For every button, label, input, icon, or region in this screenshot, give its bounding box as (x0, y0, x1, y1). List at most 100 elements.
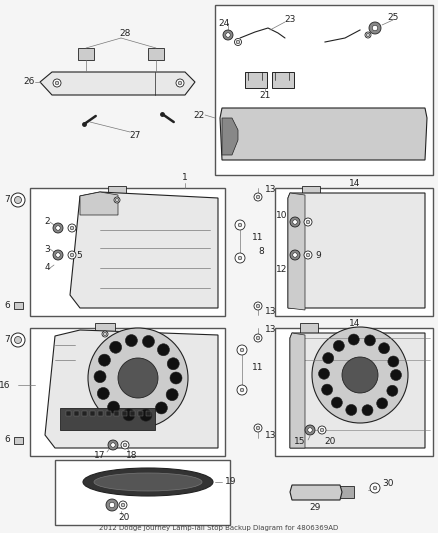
Circle shape (235, 253, 245, 263)
Text: 13: 13 (265, 431, 276, 440)
Text: 12: 12 (276, 265, 287, 274)
Polygon shape (290, 333, 305, 448)
Bar (146, 411, 151, 416)
Ellipse shape (83, 468, 213, 496)
Circle shape (125, 335, 138, 346)
Circle shape (157, 344, 170, 356)
Circle shape (110, 502, 115, 508)
Bar (66, 411, 71, 416)
Circle shape (236, 40, 240, 44)
Circle shape (346, 405, 357, 415)
Bar (148, 48, 164, 60)
Polygon shape (40, 72, 195, 95)
Circle shape (178, 81, 182, 85)
Text: 23: 23 (284, 15, 296, 25)
Circle shape (318, 368, 329, 379)
Bar (78, 48, 94, 60)
Circle shape (312, 327, 408, 423)
Circle shape (119, 501, 127, 509)
Text: 9: 9 (315, 251, 321, 260)
Bar (14, 302, 22, 309)
Text: 8: 8 (258, 247, 264, 256)
Circle shape (348, 334, 359, 345)
Circle shape (365, 32, 371, 38)
Bar (138, 411, 143, 416)
Circle shape (308, 428, 312, 432)
Bar (215, 5, 433, 175)
Circle shape (387, 385, 398, 396)
Text: 18: 18 (126, 450, 138, 459)
Circle shape (123, 409, 135, 421)
Circle shape (333, 341, 344, 351)
Circle shape (364, 335, 375, 346)
Text: 28: 28 (119, 28, 131, 37)
Circle shape (53, 223, 63, 233)
Circle shape (321, 384, 332, 395)
Circle shape (318, 426, 326, 434)
Circle shape (166, 389, 178, 401)
Circle shape (304, 251, 312, 259)
Circle shape (254, 424, 262, 432)
Circle shape (88, 328, 188, 428)
Circle shape (70, 226, 74, 230)
Circle shape (123, 443, 127, 447)
Circle shape (167, 358, 179, 370)
Text: 13: 13 (265, 326, 276, 335)
Polygon shape (45, 330, 218, 448)
Circle shape (68, 251, 76, 259)
Circle shape (290, 217, 300, 227)
Circle shape (55, 81, 59, 85)
Polygon shape (290, 485, 342, 500)
Circle shape (99, 354, 110, 366)
Bar (90, 411, 95, 416)
Circle shape (121, 441, 129, 449)
Circle shape (70, 253, 74, 257)
Circle shape (293, 220, 297, 224)
Bar (30, 188, 225, 316)
Text: 3: 3 (44, 245, 50, 254)
Circle shape (223, 30, 233, 40)
Circle shape (370, 483, 380, 493)
Text: 13: 13 (265, 308, 276, 317)
Circle shape (103, 332, 107, 336)
Circle shape (108, 401, 120, 413)
Text: 7: 7 (4, 196, 10, 205)
Circle shape (290, 250, 300, 260)
Bar (300, 323, 318, 333)
Circle shape (366, 33, 370, 37)
Circle shape (373, 486, 377, 490)
Circle shape (118, 358, 158, 398)
Circle shape (256, 304, 260, 308)
Bar (106, 411, 111, 416)
Text: 14: 14 (350, 179, 360, 188)
Circle shape (235, 220, 245, 230)
Polygon shape (80, 192, 118, 215)
Bar (82, 411, 87, 416)
Circle shape (240, 348, 244, 352)
Polygon shape (220, 108, 427, 160)
Polygon shape (70, 192, 218, 308)
Circle shape (388, 356, 399, 367)
Circle shape (234, 38, 241, 45)
Circle shape (237, 345, 247, 355)
Circle shape (114, 197, 120, 203)
Bar (245, 72, 267, 88)
Bar (98, 411, 103, 416)
Text: 27: 27 (129, 131, 141, 140)
Polygon shape (288, 193, 305, 310)
Circle shape (362, 405, 373, 416)
Text: 25: 25 (387, 13, 399, 22)
Circle shape (256, 426, 260, 430)
Circle shape (155, 402, 167, 414)
Bar (340, 486, 354, 498)
Polygon shape (288, 193, 425, 308)
Text: 19: 19 (225, 478, 237, 487)
Bar (365, 116, 420, 152)
Text: 16: 16 (0, 381, 10, 390)
Text: 11: 11 (252, 233, 264, 243)
Circle shape (320, 428, 324, 432)
Bar (302, 186, 320, 196)
Bar (340, 232, 412, 260)
Circle shape (170, 372, 182, 384)
Circle shape (306, 253, 310, 257)
